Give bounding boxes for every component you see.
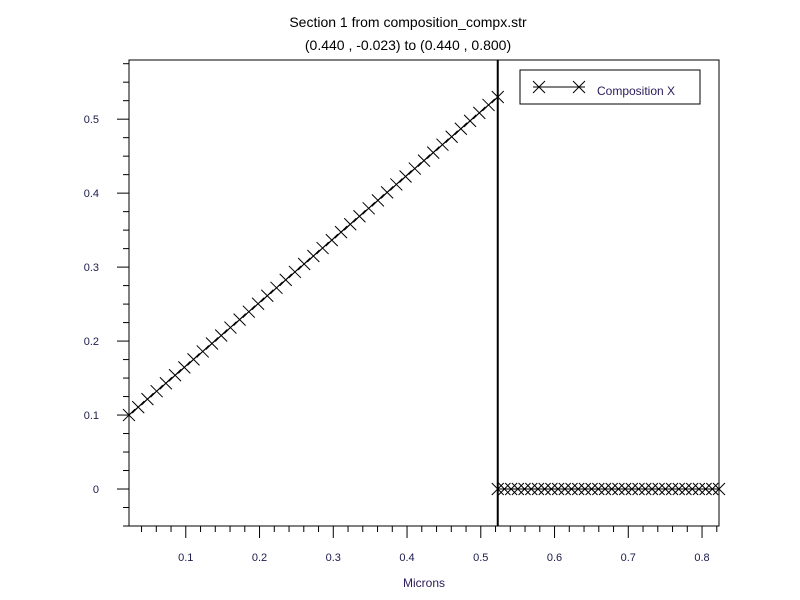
data-point [353,209,366,223]
data-point [632,482,645,496]
data-point [551,482,565,496]
data-point [205,337,219,350]
data-point [463,114,477,128]
data-point [618,482,632,496]
y-axis: 0 0.1 0.2 0.3 0.4 0.5 [84,63,129,527]
data-point [251,297,265,311]
data-point [242,305,256,319]
data-point [187,353,200,366]
legend: Composition X [519,69,701,105]
data-point [399,170,412,183]
data-point [638,482,652,496]
series-layer [122,60,726,526]
data-point [389,178,403,191]
data-point [659,482,672,496]
data-point [260,289,274,303]
data-point [288,265,302,279]
data-point [672,482,686,496]
data-point [233,313,246,326]
plot-frame [128,59,720,527]
x-tick-label: 0.5 [473,552,488,564]
data-point [699,482,712,496]
data-point [297,257,311,271]
data-point [472,106,486,120]
x-tick-label: 0.8 [694,552,709,564]
data-point [408,162,422,175]
data-point [482,98,495,112]
y-tick-label: 0.3 [84,262,99,274]
y-tick-label: 0.2 [84,336,99,348]
data-point [679,482,692,496]
x-tick-label: 0.1 [178,552,193,564]
data-point [511,482,525,496]
data-point [571,482,585,496]
data-point [131,400,145,414]
data-point [150,384,164,398]
data-point [325,233,339,247]
data-point [665,482,679,496]
data-point [343,217,357,231]
data-point [168,368,182,382]
data-point [214,329,228,342]
data-point [685,482,699,496]
data-point [591,482,605,496]
x-axis-label: Microns [403,576,445,590]
data-point [122,408,136,422]
x-tick-label: 0.6 [547,552,562,564]
data-point [585,482,598,496]
data-point [454,122,468,136]
x-tick-label: 0.2 [252,552,267,564]
data-point [196,345,210,358]
y-tick-label: 0 [93,484,99,496]
data-point [645,482,659,496]
data-point [270,281,283,295]
data-point [578,482,592,496]
data-point [334,225,348,239]
data-point [177,360,191,374]
chart-subtitle: (0.440 , -0.023) to (0.440 , 0.800) [305,37,511,53]
data-point [445,130,459,144]
data-point [159,376,173,390]
data-point [224,321,237,334]
data-point [605,482,619,496]
data-point [417,154,431,167]
data-point [279,273,293,287]
x-tick-label: 0.4 [399,552,414,564]
data-point [141,392,154,406]
chart-title: Section 1 from composition_compx.str [289,14,527,30]
data-point [705,482,719,496]
data-point [307,249,320,263]
y-tick-label: 0.1 [84,410,99,422]
data-point [538,482,552,496]
data-point [316,241,329,255]
data-point [692,482,706,496]
data-point [426,146,440,159]
data-point [712,482,726,496]
y-tick-label: 0.4 [84,188,99,200]
data-point [380,186,394,199]
data-point [504,482,518,496]
data-point [565,482,578,496]
data-point [518,482,531,496]
x-tick-label: 0.3 [326,552,341,564]
data-point [545,482,558,496]
data-point [436,138,449,152]
y-tick-label: 0.5 [84,114,99,126]
data-point [652,482,666,496]
data-point [558,482,572,496]
data-point [625,482,639,496]
data-point [524,482,538,496]
data-point [598,482,612,496]
data-point [531,482,545,496]
data-point [362,201,376,215]
legend-entry: Composition X [597,84,675,98]
data-point [371,194,385,207]
data-point [612,482,625,496]
data-point [498,482,511,496]
x-tick-label: 0.7 [621,552,636,564]
x-axis: 0.1 0.2 0.3 0.4 0.5 0.6 0.7 0.8 [141,526,718,564]
legend-marker-icon [532,80,586,94]
